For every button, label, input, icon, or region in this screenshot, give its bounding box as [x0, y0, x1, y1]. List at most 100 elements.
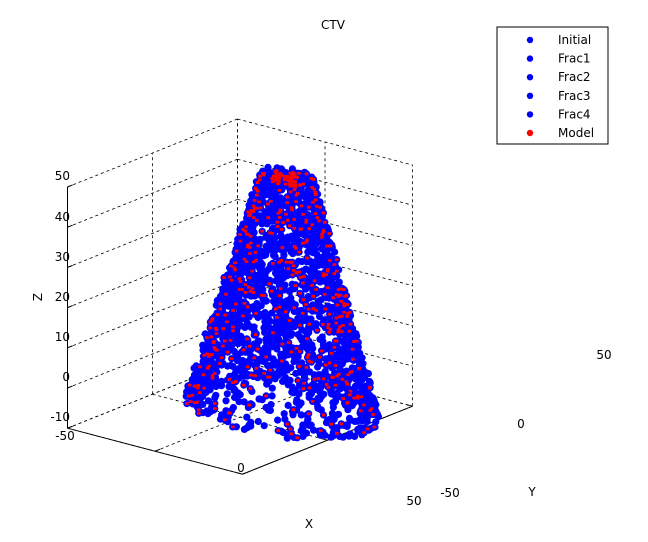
- data-point-blue: [293, 388, 301, 396]
- data-point-blue: [199, 392, 207, 401]
- data-point-model: [277, 189, 282, 192]
- data-point-model: [278, 287, 283, 291]
- data-point-blue: [255, 262, 263, 271]
- data-point-blue: [240, 264, 248, 272]
- data-point-model: [345, 382, 350, 386]
- data-point-model: [329, 351, 334, 355]
- data-point-model: [299, 204, 304, 208]
- data-point-model: [214, 332, 219, 335]
- data-point-model: [270, 231, 275, 235]
- data-point-model: [209, 353, 213, 357]
- data-point-model: [328, 244, 333, 248]
- data-point-model: [285, 201, 289, 205]
- data-point-model: [213, 347, 217, 351]
- data-point-model: [321, 211, 326, 215]
- data-point-model: [212, 340, 216, 343]
- data-point-model: [341, 324, 345, 327]
- data-point-model: [231, 329, 235, 333]
- data-point-blue: [328, 378, 336, 386]
- data-point-blue: [286, 286, 294, 294]
- data-point-model: [312, 187, 316, 191]
- data-point-blue: [269, 251, 278, 259]
- data-point-model: [313, 198, 318, 202]
- data-point-model: [334, 321, 339, 325]
- data-point-blue: [321, 277, 329, 286]
- data-point-blue: [309, 344, 317, 352]
- data-point-model: [325, 244, 329, 248]
- data-point-model: [261, 171, 265, 175]
- data-point-model: [321, 377, 326, 381]
- data-point-model: [256, 181, 260, 184]
- data-point-blue: [330, 391, 338, 399]
- data-point-model: [314, 308, 318, 312]
- legend-label: Frac2: [558, 70, 591, 84]
- data-point-blue: [210, 360, 218, 368]
- z-tick-mark: [67, 305, 73, 309]
- data-point-model: [293, 284, 298, 287]
- legend-marker: [526, 36, 534, 44]
- data-point-model: [254, 258, 258, 262]
- data-point-blue: [325, 354, 333, 362]
- data-point-model: [210, 317, 215, 321]
- data-point-blue: [282, 360, 290, 368]
- data-point-model: [298, 350, 302, 353]
- data-point-blue: [251, 235, 259, 243]
- data-point-model: [295, 436, 299, 440]
- data-point-model: [305, 238, 309, 242]
- data-point-model: [334, 316, 339, 320]
- data-point-model: [323, 220, 327, 224]
- data-point-model: [285, 176, 290, 180]
- data-point-blue: [307, 390, 315, 398]
- data-point-blue: [331, 248, 339, 256]
- data-point-blue: [293, 396, 301, 404]
- data-point-model: [328, 327, 333, 331]
- data-point-model: [292, 245, 297, 248]
- data-point-model: [233, 380, 238, 384]
- data-point-model: [276, 211, 281, 215]
- legend-label: Frac4: [558, 107, 591, 121]
- data-point-model: [346, 312, 350, 315]
- data-point-model: [210, 374, 215, 378]
- data-point-model: [269, 289, 274, 293]
- data-point-model: [202, 386, 206, 390]
- data-point-model: [338, 315, 342, 319]
- data-point-model: [321, 323, 325, 326]
- data-point-blue: [274, 416, 282, 424]
- data-point-model: [327, 312, 332, 316]
- data-point-blue: [358, 389, 366, 397]
- data-point-model: [335, 303, 340, 307]
- data-point-model: [247, 276, 252, 280]
- chart-title: CTV: [321, 18, 346, 32]
- data-point-model: [252, 199, 257, 202]
- data-point-model: [339, 299, 343, 303]
- z-tick-labels: -10 0 10 20 30 40 50: [50, 169, 70, 424]
- y-tick-mark: [237, 472, 243, 475]
- data-point-model: [286, 267, 291, 271]
- data-point-model: [276, 182, 280, 186]
- data-point-model: [277, 174, 281, 178]
- data-point-blue: [304, 248, 312, 256]
- data-point-model: [242, 302, 247, 305]
- data-point-blue: [255, 337, 263, 345]
- data-point-blue: [337, 384, 345, 393]
- data-point-model: [327, 232, 332, 235]
- data-point-model: [243, 291, 248, 294]
- data-point-blue: [315, 312, 324, 321]
- data-point-blue: [299, 432, 307, 440]
- data-point-model: [365, 427, 370, 431]
- data-point-blue: [275, 327, 284, 335]
- z-tick-mark: [67, 345, 73, 349]
- data-point-model: [329, 422, 333, 426]
- data-point-blue: [223, 390, 231, 398]
- data-point-model: [291, 264, 296, 268]
- data-point-model: [243, 283, 247, 287]
- data-point-model: [192, 384, 197, 388]
- data-point-model: [293, 175, 297, 179]
- data-point-model: [342, 288, 346, 291]
- data-point-blue: [263, 380, 271, 388]
- data-point-blue: [294, 237, 302, 245]
- data-point-model: [240, 288, 244, 291]
- data-point-blue: [205, 342, 213, 350]
- legend-marker: [526, 92, 534, 100]
- data-point-blue: [266, 406, 274, 415]
